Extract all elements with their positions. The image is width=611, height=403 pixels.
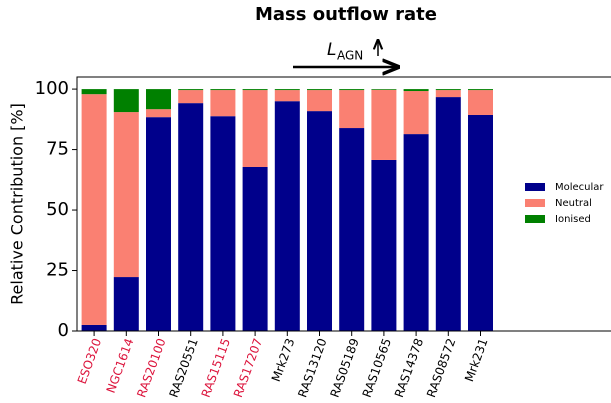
bar-segment (81, 324, 107, 331)
bar-segment (468, 90, 493, 115)
bar-segment (113, 277, 139, 331)
bar-segment (178, 89, 204, 91)
bar-segment (403, 91, 429, 135)
bar-segment (274, 101, 300, 331)
bar-segment (371, 159, 397, 331)
x-tick-label: RAS05189 (327, 336, 361, 399)
x-tick-label: RAS20100 (134, 336, 168, 399)
x-tick-label: RAS10565 (360, 336, 394, 399)
y-axis-label: Relative Contribution [%] (8, 103, 27, 305)
bar-segment (146, 109, 171, 118)
bar-segment (339, 128, 365, 331)
bar-segment (81, 94, 107, 325)
legend-label: Molecular (555, 182, 604, 193)
legend-label: Ionised (555, 214, 591, 225)
annotation: L (327, 40, 336, 60)
bar-segment (146, 89, 171, 110)
x-tick-label: RAS17207 (231, 336, 265, 399)
bar-segment (403, 89, 429, 92)
x-tick-label: Mrk273 (269, 336, 298, 383)
bar-segment (210, 116, 236, 331)
x-tick-label: NGC1614 (104, 336, 137, 395)
bar-segment (274, 90, 300, 102)
bar-segment (210, 89, 236, 91)
bar-segment (307, 89, 332, 91)
axes-frame (76, 76, 611, 332)
bar-segment (113, 89, 139, 113)
chart-title: Mass outflow rate (255, 4, 437, 25)
legend-swatch (525, 183, 545, 191)
bar-segment (403, 134, 429, 331)
bar-segment (371, 89, 397, 160)
y-tick-label: 25 (46, 260, 69, 281)
bar-segment (307, 90, 332, 112)
bar-segment (146, 117, 171, 331)
annotation-subscript: AGN (337, 49, 363, 63)
bar-segment (242, 166, 268, 331)
bar-segment (178, 90, 204, 104)
bar-segment (435, 90, 461, 98)
bar-segment (339, 90, 365, 129)
y-tick-label: 100 (35, 78, 69, 99)
x-tick-label: RAS20551 (166, 336, 200, 399)
x-tick-label: RAS08572 (424, 336, 458, 399)
legend-swatch (525, 199, 545, 207)
bar-segment (178, 103, 204, 331)
bar-segment (242, 90, 268, 167)
bar-segment (468, 114, 493, 331)
bar-segment (81, 89, 107, 95)
y-tick-label: 50 (46, 199, 69, 220)
bar-segment (371, 89, 397, 90)
x-tick-label: RAS14378 (392, 336, 426, 399)
bar-segment (307, 111, 332, 331)
bar-segment (435, 89, 461, 91)
bar-segment (242, 89, 268, 91)
legend-swatch (525, 215, 545, 223)
x-tick-label: Mrk231 (462, 336, 491, 383)
bar-segment (210, 90, 236, 117)
bar-segment (274, 89, 300, 91)
bar-segment (339, 89, 365, 91)
y-tick-label: 75 (46, 139, 69, 160)
x-tick-label: RAS15115 (199, 336, 233, 399)
y-tick-label: 0 (58, 320, 69, 341)
x-tick-label: ESO320 (75, 336, 104, 385)
x-tick-label: RAS13120 (295, 336, 329, 399)
legend-label: Neutral (555, 198, 592, 209)
bar-segment (468, 89, 493, 91)
bar-segment (113, 112, 139, 278)
bar-segment (435, 97, 461, 331)
